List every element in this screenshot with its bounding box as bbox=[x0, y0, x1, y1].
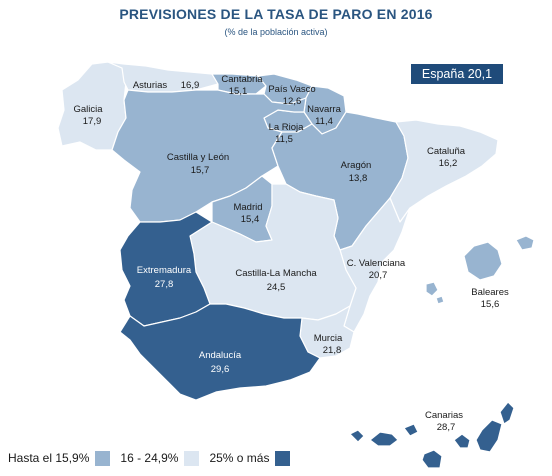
label-andalucia-value: 29,6 bbox=[211, 364, 230, 375]
label-aragon-name: Aragón bbox=[341, 160, 372, 171]
label-castilla-leon-value: 15,7 bbox=[191, 165, 210, 176]
label-baleares-name: Baleares bbox=[471, 287, 509, 298]
label-castilla-la-mancha-name: Castilla-La Mancha bbox=[235, 268, 317, 279]
label-c-valenciana-name: C. Valenciana bbox=[347, 258, 406, 269]
region-canarias[interactable] bbox=[349, 401, 515, 469]
label-madrid-value: 15,4 bbox=[241, 214, 260, 225]
label-c-valenciana-value: 20,7 bbox=[369, 270, 388, 281]
legend-entry-high: 25% o más bbox=[209, 450, 291, 466]
label-la-rioja-name: La Rioja bbox=[269, 122, 305, 133]
region-asturias[interactable] bbox=[107, 61, 219, 93]
legend-swatch-high bbox=[275, 450, 291, 466]
label-castilla-la-mancha-value: 24,5 bbox=[267, 282, 286, 293]
legend-swatch-low bbox=[95, 450, 111, 466]
label-cantabria-name: Cantabria bbox=[221, 74, 263, 85]
label-cataluna-value: 16,2 bbox=[439, 158, 458, 169]
legend-swatch-mid bbox=[184, 450, 200, 466]
legend-entry-low: Hasta el 15,9% bbox=[8, 450, 111, 466]
map-legend: Hasta el 15,9% 16 - 24,9% 25% o más bbox=[8, 448, 300, 468]
label-navarra-name: Navarra bbox=[307, 104, 342, 115]
label-asturias-value: 16,9 bbox=[181, 80, 200, 91]
label-extremadura-value: 27,8 bbox=[155, 279, 174, 290]
legend-label-mid: 16 - 24,9% bbox=[120, 451, 179, 465]
label-canarias-name: Canarias bbox=[425, 410, 463, 421]
label-galicia-name: Galicia bbox=[73, 104, 103, 115]
label-galicia-value: 17,9 bbox=[83, 116, 102, 127]
label-asturias-name: Asturias bbox=[133, 80, 168, 91]
region-cataluna[interactable] bbox=[389, 119, 499, 223]
national-rate-badge: España 20,1 bbox=[411, 64, 503, 84]
national-label: España bbox=[421, 67, 465, 81]
label-andalucia-name: Andalucía bbox=[199, 350, 242, 361]
label-castilla-leon-name: Castilla y León bbox=[167, 152, 229, 163]
legend-label-high: 25% o más bbox=[209, 451, 270, 465]
label-cantabria-value: 15,1 bbox=[229, 86, 248, 97]
region-labels: Galicia 17,9 Asturias 16,9 Cantabria 15,… bbox=[73, 74, 509, 433]
label-la-rioja-value: 11,5 bbox=[275, 134, 293, 145]
label-pais-vasco-name: País Vasco bbox=[268, 84, 315, 95]
region-andalucia[interactable] bbox=[119, 303, 321, 401]
label-navarra-value: 11,4 bbox=[315, 116, 333, 127]
national-value: 20,1 bbox=[467, 67, 493, 81]
label-canarias-value: 28,7 bbox=[437, 422, 456, 433]
legend-label-low: Hasta el 15,9% bbox=[8, 451, 90, 465]
legend-entry-mid: 16 - 24,9% bbox=[120, 450, 200, 466]
label-aragon-value: 13,8 bbox=[349, 173, 368, 184]
label-pais-vasco-value: 12,6 bbox=[283, 96, 302, 107]
map-title: PREVISIONES DE LA TASA DE PARO EN 2016 bbox=[119, 6, 433, 22]
region-baleares[interactable] bbox=[425, 235, 535, 305]
label-baleares-value: 15,6 bbox=[481, 299, 500, 310]
label-extremadura-name: Extremadura bbox=[137, 265, 192, 276]
label-madrid-name: Madrid bbox=[233, 202, 262, 213]
label-cataluna-name: Cataluña bbox=[427, 146, 466, 157]
label-murcia-value: 21,8 bbox=[323, 345, 342, 356]
map-subtitle: (% de la población activa) bbox=[224, 27, 328, 37]
label-murcia-name: Murcia bbox=[314, 333, 343, 344]
